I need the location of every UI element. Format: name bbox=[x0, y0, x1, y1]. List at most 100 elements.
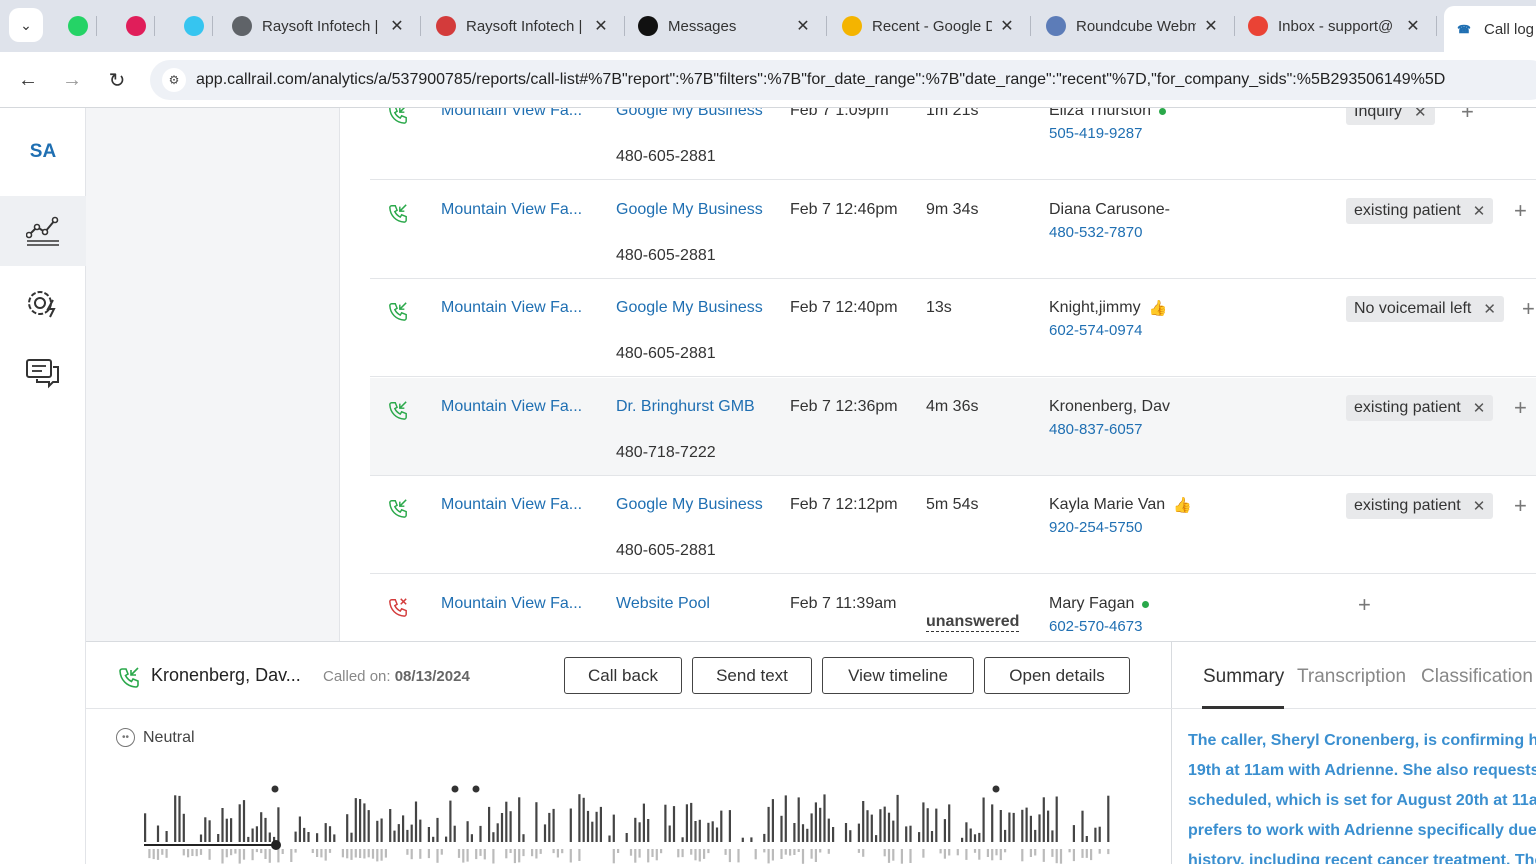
waveform-bar bbox=[638, 849, 641, 858]
call-row[interactable]: Mountain View Fa... Google My Business 480… bbox=[370, 476, 1536, 574]
account-logo[interactable]: SA bbox=[29, 141, 57, 162]
forward-button[interactable]: → bbox=[58, 66, 86, 94]
remove-tag-icon[interactable]: ✕ bbox=[1472, 498, 1486, 515]
close-tab-icon[interactable]: ✕ bbox=[594, 18, 608, 35]
waveform-marker[interactable] bbox=[271, 785, 279, 793]
close-tab-icon[interactable]: ✕ bbox=[1204, 18, 1218, 35]
waveform-bar bbox=[1085, 849, 1088, 858]
send-text-button[interactable]: Send text bbox=[692, 657, 812, 694]
call-row[interactable]: Mountain View Fa... Dr. Bringhurst GMB 480… bbox=[370, 378, 1536, 476]
url-text[interactable]: app.callrail.com/analytics/a/537900785/r… bbox=[196, 71, 1446, 88]
waveform-bar bbox=[698, 819, 701, 842]
caller-phone-link[interactable]: 505-419-9287 bbox=[1049, 125, 1143, 142]
close-tab-icon[interactable]: ✕ bbox=[1406, 18, 1420, 35]
close-tab-icon[interactable]: ✕ bbox=[390, 18, 404, 35]
waveform-marker[interactable] bbox=[992, 785, 1000, 793]
browser-tab[interactable]: Inbox - support@ ✕ bbox=[1238, 8, 1432, 44]
active-tab-indicator bbox=[1202, 706, 1284, 709]
call-row[interactable]: Mountain View Fa... Google My Business 480… bbox=[370, 279, 1536, 377]
waveform-bar bbox=[1072, 849, 1075, 862]
waveform-bar bbox=[242, 849, 246, 860]
waveform-bar bbox=[225, 818, 228, 842]
tab-classification[interactable]: Classification bbox=[1421, 666, 1533, 687]
globe-icon bbox=[232, 16, 252, 36]
browser-tab[interactable] bbox=[174, 8, 208, 44]
caller-phone-link[interactable]: 602-570-4673 bbox=[1049, 618, 1143, 635]
browser-tab[interactable]: Roundcube Webm ✕ bbox=[1036, 8, 1230, 44]
company-link[interactable]: Mountain View Fa... bbox=[441, 595, 583, 612]
tab-transcription[interactable]: Transcription bbox=[1297, 666, 1407, 687]
company-link[interactable]: Mountain View Fa... bbox=[441, 398, 583, 415]
waveform-bar bbox=[221, 849, 224, 864]
browser-tab[interactable] bbox=[58, 8, 92, 44]
open-details-button[interactable]: Open details bbox=[984, 657, 1130, 694]
browser-tab[interactable]: Recent - Google D ✕ bbox=[832, 8, 1026, 44]
browser-tab[interactable] bbox=[116, 8, 150, 44]
caller-phone-link[interactable]: 480-532-7870 bbox=[1049, 224, 1143, 241]
add-tag-button[interactable]: + bbox=[1514, 395, 1527, 420]
waveform-bar bbox=[578, 849, 581, 861]
add-tag-button[interactable]: + bbox=[1522, 296, 1535, 321]
waveform-bar bbox=[354, 849, 357, 858]
waveform-bar bbox=[771, 849, 774, 861]
source-link[interactable]: Google My Business bbox=[616, 108, 763, 119]
add-tag-button[interactable]: + bbox=[1461, 108, 1474, 124]
playback-scrubber[interactable] bbox=[271, 840, 281, 850]
caller-phone-link[interactable]: 480-837-6057 bbox=[1049, 421, 1143, 438]
url-omnibox[interactable]: ⚙ app.callrail.com/analytics/a/537900785… bbox=[150, 60, 1536, 100]
view-timeline-button[interactable]: View timeline bbox=[822, 657, 974, 694]
browser-tab[interactable]: Raysoft Infotech | ✕ bbox=[222, 8, 416, 44]
caller-phone-link[interactable]: 920-254-5750 bbox=[1049, 519, 1143, 536]
waveform-bar bbox=[1004, 849, 1007, 853]
company-link[interactable]: Mountain View Fa... bbox=[441, 201, 583, 218]
waveform-bar bbox=[883, 849, 886, 857]
call-row[interactable]: Mountain View Fa... Google My Business 480… bbox=[370, 108, 1536, 180]
source-link[interactable]: Google My Business bbox=[616, 299, 763, 316]
tab-search-button[interactable]: ⌄ bbox=[9, 8, 43, 42]
waveform-bar bbox=[518, 797, 521, 842]
browser-tab[interactable]: Raysoft Infotech | ✕ bbox=[426, 8, 620, 44]
remove-tag-icon[interactable]: ✕ bbox=[1472, 400, 1486, 417]
waveform-bar bbox=[1042, 797, 1045, 842]
waveform-bar bbox=[397, 824, 400, 842]
browser-tab[interactable]: ☎ Call log bbox=[1444, 6, 1536, 52]
caller-phone-link[interactable]: 602-574-0974 bbox=[1049, 322, 1143, 339]
call-duration[interactable]: unanswered bbox=[926, 613, 1020, 632]
remove-tag-icon[interactable]: ✕ bbox=[1472, 203, 1486, 220]
waveform-marker[interactable] bbox=[472, 785, 480, 793]
nav-analytics[interactable] bbox=[0, 196, 86, 266]
close-tab-icon[interactable]: ✕ bbox=[796, 18, 810, 35]
remove-tag-icon[interactable]: ✕ bbox=[1414, 108, 1427, 121]
add-tag-button[interactable]: + bbox=[1514, 493, 1527, 518]
browser-tab[interactable]: Messages ✕ bbox=[628, 8, 822, 44]
add-tag-button[interactable]: + bbox=[1358, 592, 1371, 617]
source-link[interactable]: Google My Business bbox=[616, 201, 763, 218]
remove-tag-icon[interactable]: ✕ bbox=[1483, 301, 1496, 318]
audio-waveform[interactable] bbox=[144, 780, 1114, 864]
summary-line: history, including recent cancer treatme… bbox=[1188, 852, 1536, 864]
company-link[interactable]: Mountain View Fa... bbox=[441, 299, 583, 316]
back-button[interactable]: ← bbox=[14, 66, 42, 94]
source-link[interactable]: Google My Business bbox=[616, 496, 763, 513]
waveform-bar bbox=[892, 849, 895, 861]
reload-button[interactable]: ↻ bbox=[103, 66, 131, 94]
close-tab-icon[interactable]: ✕ bbox=[1000, 18, 1014, 35]
waveform-bar bbox=[354, 798, 357, 842]
add-tag-button[interactable]: + bbox=[1514, 198, 1527, 223]
company-link[interactable]: Mountain View Fa... bbox=[441, 108, 583, 119]
waveform-bar bbox=[737, 849, 740, 863]
tab-summary[interactable]: Summary bbox=[1203, 666, 1285, 687]
called-on-date: 08/13/2024 bbox=[394, 668, 470, 685]
waveform-marker[interactable] bbox=[451, 785, 459, 793]
call-row[interactable]: Mountain View Fa... Website Pool Feb 7 11:… bbox=[370, 575, 1536, 641]
source-link[interactable]: Dr. Bringhurst GMB bbox=[616, 398, 755, 415]
waveform-bar bbox=[862, 849, 865, 857]
call-back-button[interactable]: Call back bbox=[564, 657, 682, 694]
source-link[interactable]: Website Pool bbox=[616, 595, 710, 612]
site-settings-icon[interactable]: ⚙ bbox=[162, 68, 186, 92]
waveform-bar bbox=[230, 849, 233, 856]
company-link[interactable]: Mountain View Fa... bbox=[441, 496, 583, 513]
call-row[interactable]: Mountain View Fa... Google My Business 480… bbox=[370, 181, 1536, 279]
nav-settings[interactable] bbox=[0, 268, 86, 338]
nav-messages[interactable] bbox=[0, 338, 86, 408]
